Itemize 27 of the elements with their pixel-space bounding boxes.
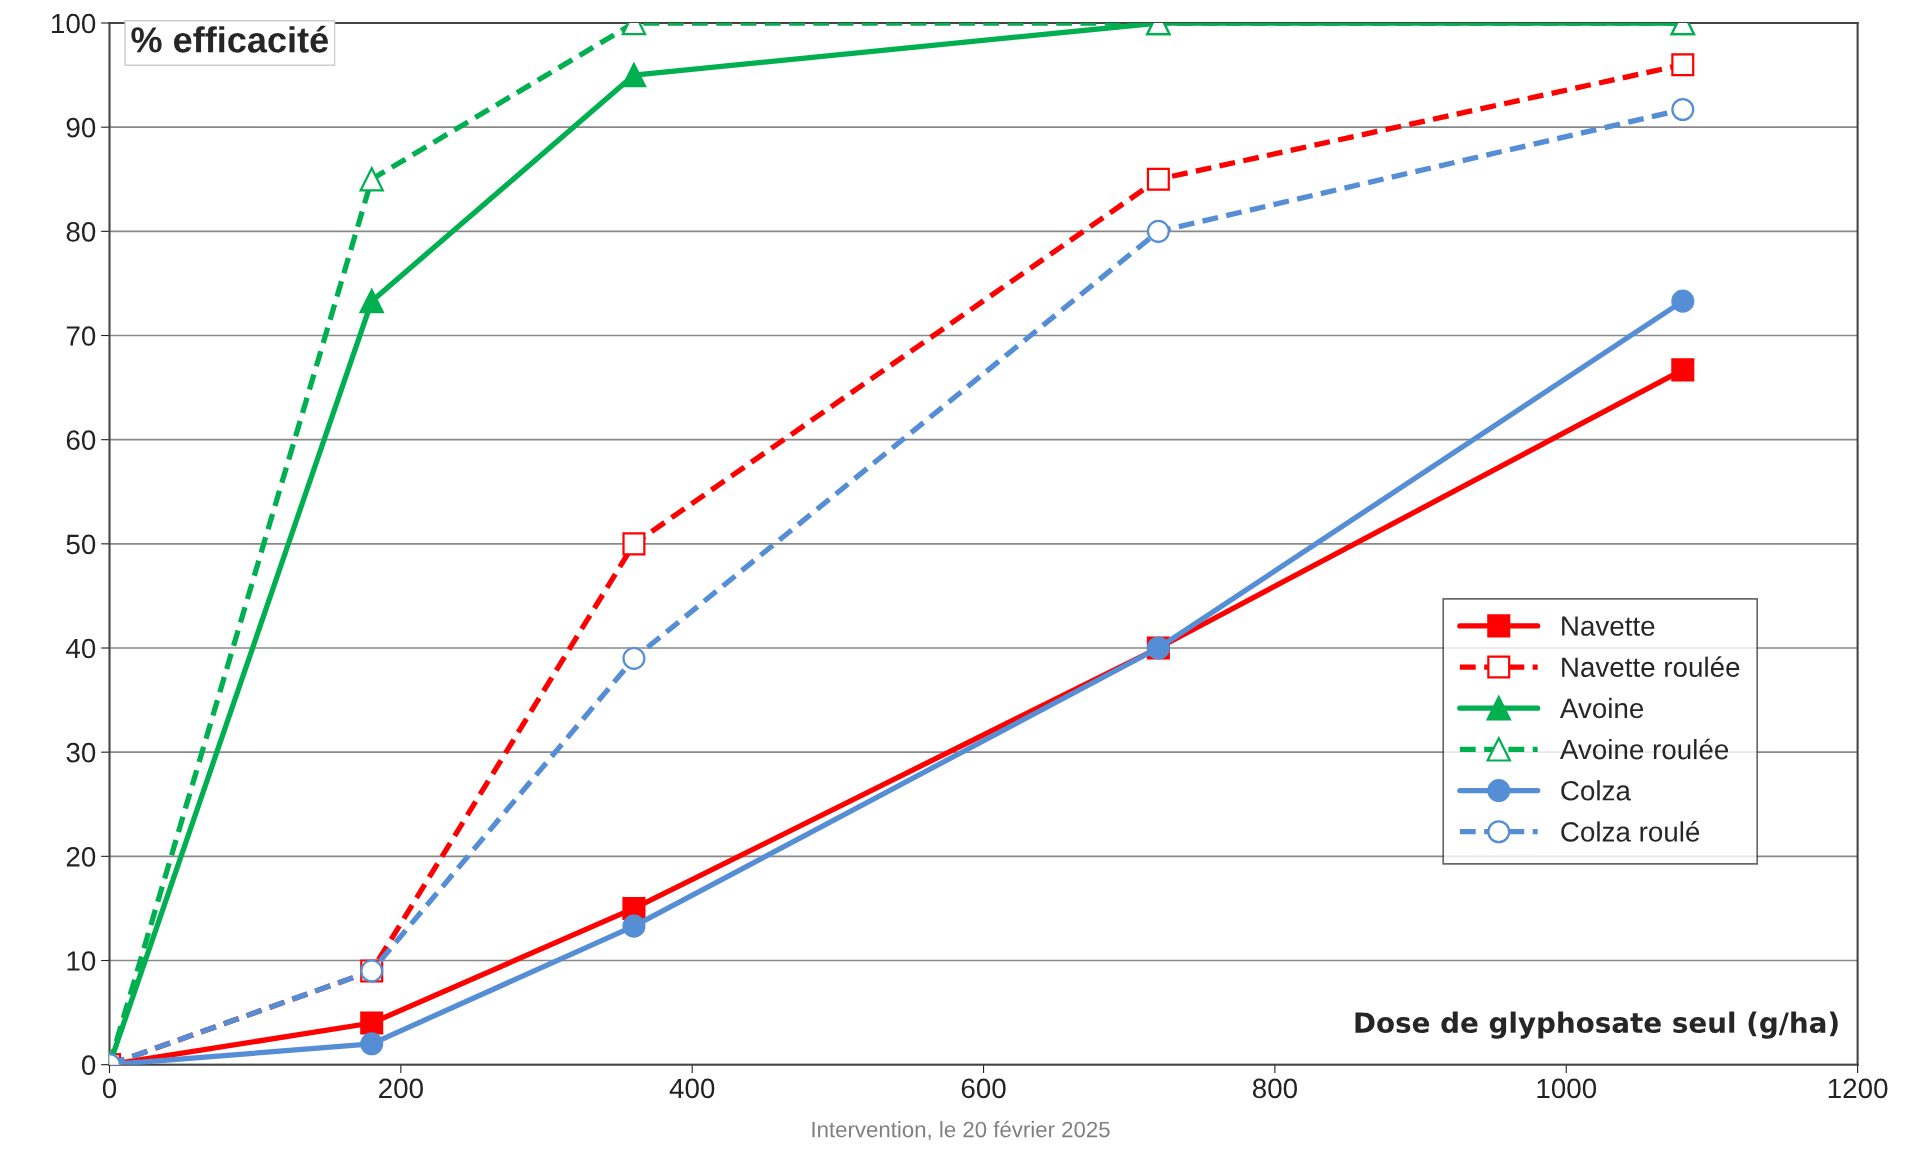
- y-tick-label: 70: [66, 326, 96, 346]
- y-tick-label: 60: [66, 430, 96, 451]
- y-tick-label: 40: [66, 638, 96, 659]
- legend-label: Avoine roulée: [1559, 738, 1729, 760]
- y-tick-label: 50: [66, 534, 96, 555]
- y-tick-label: 100: [52, 13, 96, 34]
- y-tick-label: 10: [67, 951, 96, 971]
- y-tick-label: 90: [66, 117, 96, 138]
- y-tick-label: 0: [81, 1055, 96, 1076]
- text: Intervention, le 20 février 2025: [812, 1120, 1110, 1141]
- legend-label: Avoine: [1559, 697, 1644, 719]
- x-tick-label: 1000: [1537, 1078, 1597, 1099]
- y-tick-label: 30: [66, 742, 96, 763]
- x-tick-label: 1200: [1828, 1078, 1888, 1099]
- legend-label: Navette roulée: [1562, 656, 1740, 678]
- x-tick-label: 200: [379, 1078, 423, 1099]
- y-tick-label: 80: [66, 222, 96, 242]
- x-tick-label: 600: [961, 1078, 1006, 1099]
- legend-label: Colza roulé: [1561, 821, 1700, 842]
- legend-label: Navette: [1562, 616, 1655, 636]
- y-tick-label: 20: [66, 847, 96, 867]
- x-tick-label: 0: [102, 1078, 117, 1099]
- x-axis-title: Dose de glyphosate seul (g/ha): [1355, 1011, 1838, 1039]
- y-axis-title: % efficacité: [131, 25, 328, 53]
- legend-label: Colza: [1561, 780, 1631, 801]
- x-tick-label: 800: [1252, 1078, 1297, 1099]
- x-tick-label: 400: [669, 1078, 715, 1099]
